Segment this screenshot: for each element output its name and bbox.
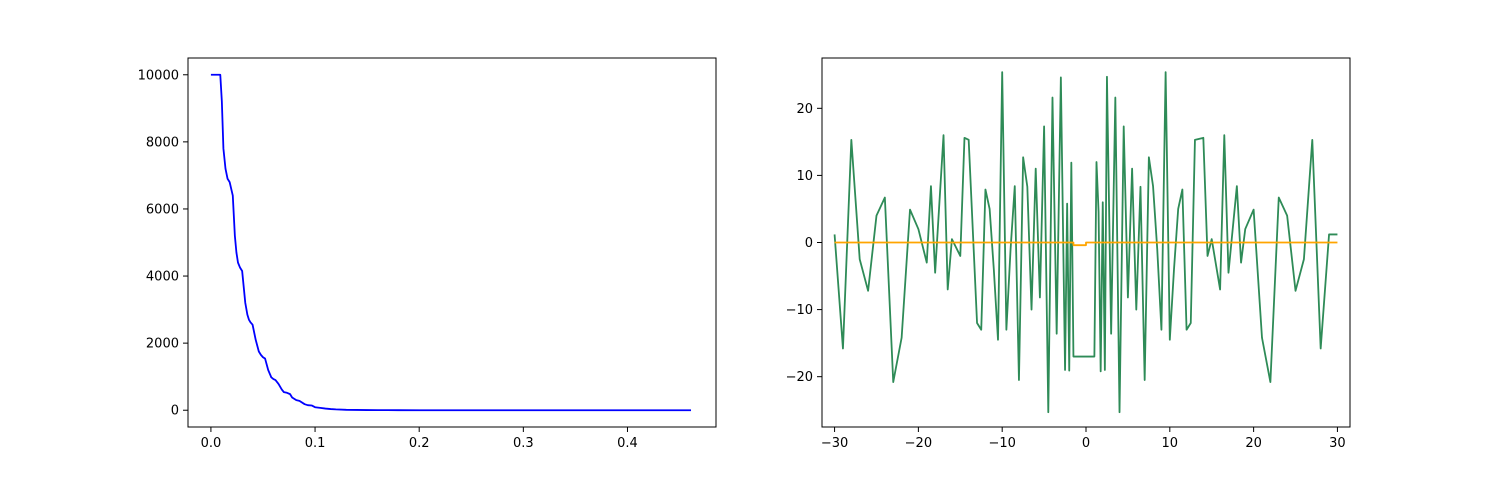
right-chart-y-tick-label: 0 <box>805 236 813 251</box>
left-chart-y-tick-label: 0 <box>171 404 179 419</box>
right-chart-series-line-0 <box>833 71 1338 414</box>
left-chart-x-tick-label: 0.1 <box>305 436 326 451</box>
right-chart-x-ticks: −30 −20 −10 0 10 20 30 <box>821 427 1346 451</box>
right-chart-series-layer <box>833 71 1338 414</box>
left-chart-y-tick-label: 2000 <box>146 337 179 352</box>
right-chart-y-tick-label: 10 <box>796 169 813 184</box>
right-chart-x-tick-label: 0 <box>1082 436 1090 451</box>
left-chart-x-tick-label: 0.4 <box>617 436 638 451</box>
left-chart-y-tick-label: 6000 <box>146 202 179 217</box>
right-chart-series-line-1 <box>834 241 1338 247</box>
right-chart-y-tick-label: −20 <box>786 370 813 385</box>
right-chart-y-ticks: −20 −10 0 10 20 <box>786 102 822 385</box>
left-chart-x-tick-label: 0.0 <box>201 436 222 451</box>
right-chart-y-tick-label: −10 <box>786 303 813 318</box>
left-chart-x-tick-label: 0.3 <box>513 436 534 451</box>
left-chart-panel: 0.0 0.1 0.2 0.3 0.4 0 2000 4000 6000 8000 10000 <box>138 57 717 451</box>
right-chart-panel: −30 −20 −10 0 10 20 30 −20 −10 0 10 20 <box>786 57 1351 451</box>
right-chart-x-tick-label: 10 <box>1162 436 1179 451</box>
left-chart-y-tick-label: 8000 <box>146 135 179 150</box>
left-chart-axes-frame <box>187 57 717 428</box>
right-chart-x-tick-label: −30 <box>821 436 848 451</box>
left-chart-x-ticks: 0.0 0.1 0.2 0.3 0.4 <box>201 427 638 451</box>
left-chart-y-tick-label: 4000 <box>146 270 179 285</box>
left-chart-series-line-0 <box>210 73 692 412</box>
left-chart-series-layer <box>210 73 692 412</box>
right-chart-x-tick-label: 20 <box>1245 436 1262 451</box>
right-chart-x-tick-label: 30 <box>1329 436 1346 451</box>
left-chart-x-tick-label: 0.2 <box>409 436 430 451</box>
right-chart-x-tick-label: −20 <box>905 436 932 451</box>
right-chart-y-tick-label: 20 <box>796 102 813 117</box>
left-chart-y-tick-label: 10000 <box>138 68 179 83</box>
right-chart-x-tick-label: −10 <box>988 436 1015 451</box>
left-chart-y-ticks: 0 2000 4000 6000 8000 10000 <box>138 68 188 419</box>
